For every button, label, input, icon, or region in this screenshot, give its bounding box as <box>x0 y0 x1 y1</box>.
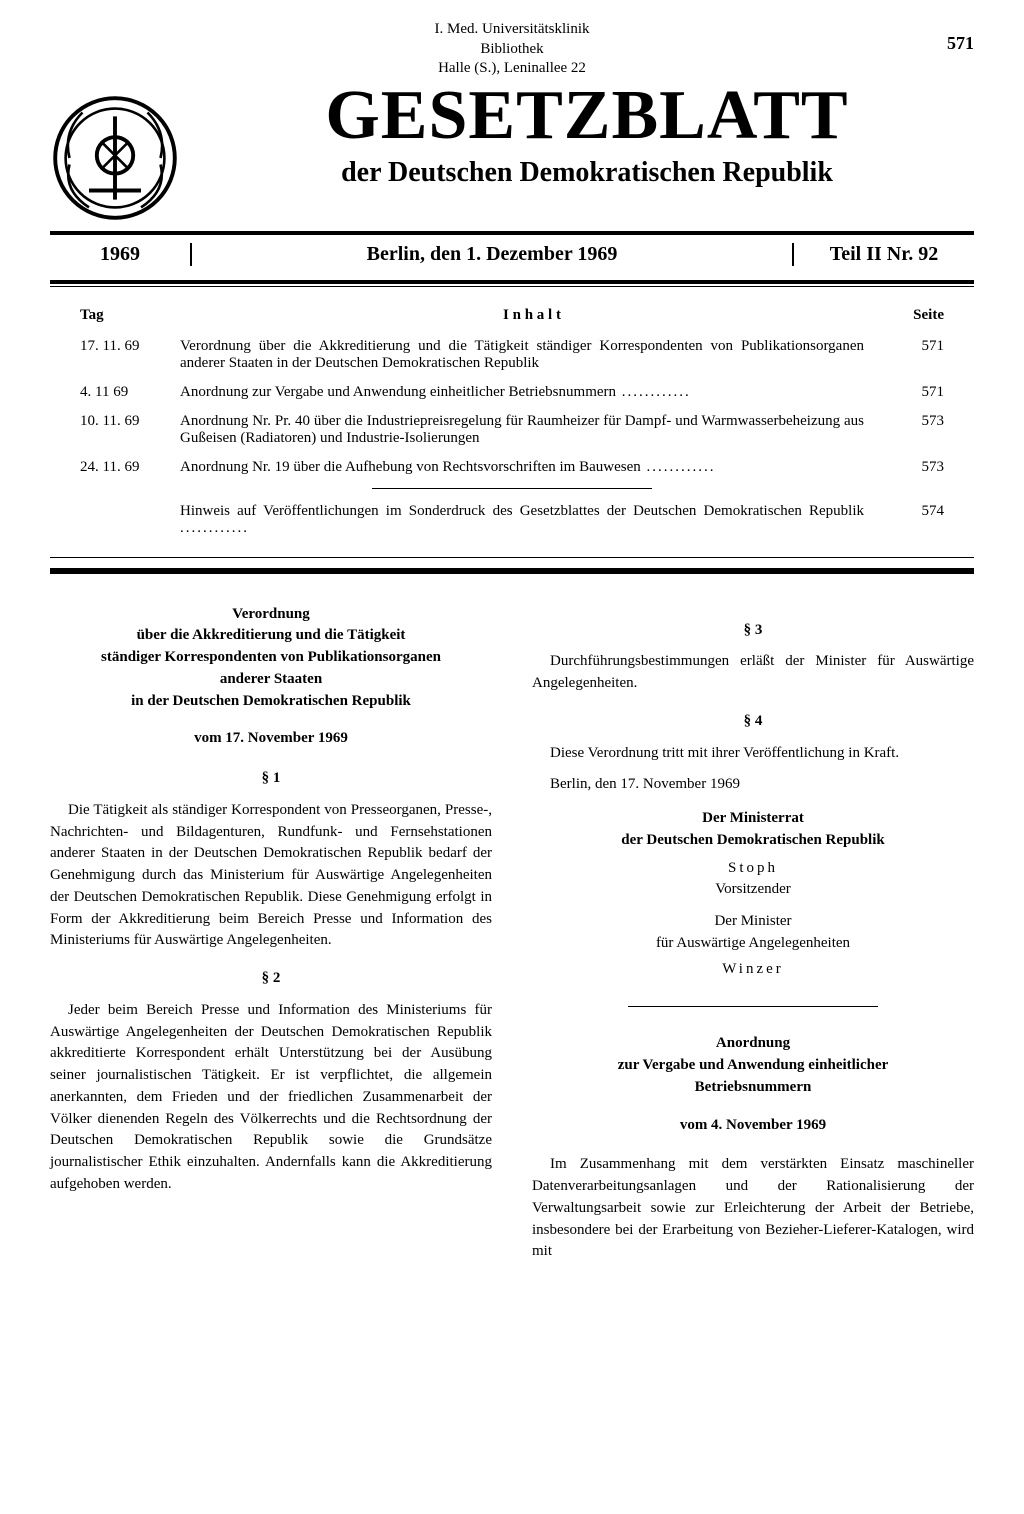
heading-line: Verordnung <box>50 604 492 626</box>
toc-page: 573 <box>884 459 944 476</box>
table-of-contents: Tag I n h a l t Seite 17. 11. 69 Verordn… <box>50 289 974 555</box>
info-place-date: Berlin, den 1. Dezember 1969 <box>192 243 794 266</box>
divider <box>50 557 974 558</box>
sig-name: Stoph <box>532 858 974 880</box>
heading-line: ständiger Korrespondenten von Publikatio… <box>50 647 492 669</box>
toc-date: 17. 11. 69 <box>80 338 180 355</box>
thick-divider <box>50 568 974 574</box>
sig-body: für Auswärtige Angelegenheiten <box>532 933 974 955</box>
paragraph: Diese Verordnung tritt mit ihrer Veröffe… <box>532 743 974 765</box>
toc-text: Anordnung Nr. Pr. 40 über die Industriep… <box>180 413 884 447</box>
paragraph: Im Zusammenhang mit dem verstärkten Eins… <box>532 1154 974 1263</box>
toc-header-row: Tag I n h a l t Seite <box>80 307 944 324</box>
left-column: Verordnung über die Akkreditierung und d… <box>50 604 492 1274</box>
toc-page: 573 <box>884 413 944 430</box>
masthead: 571 GESETZBLATT der Deutschen Demokratis… <box>50 83 974 223</box>
toc-row: 17. 11. 69 Verordnung über die Akkrediti… <box>80 338 944 372</box>
signature-block: Der Ministerrat der Deutschen Demokratis… <box>532 808 974 980</box>
ordinance-heading-2: Anordnung zur Vergabe und Anwendung einh… <box>532 1033 974 1098</box>
heading-line: anderer Staaten <box>50 669 492 691</box>
ordinance-heading: Verordnung über die Akkreditierung und d… <box>50 604 492 713</box>
section-3: § 3 <box>532 620 974 642</box>
info-bar: 1969 Berlin, den 1. Dezember 1969 Teil I… <box>50 235 974 274</box>
body-columns: Verordnung über die Akkreditierung und d… <box>50 604 974 1274</box>
divider <box>50 280 974 284</box>
toc-text: Anordnung Nr. 19 über die Aufhebung von … <box>180 459 884 476</box>
toc-date: 4. 11 69 <box>80 384 180 401</box>
toc-page: 571 <box>884 338 944 355</box>
toc-note-text: Hinweis auf Veröffentlichungen im Sonder… <box>180 503 884 537</box>
toc-head-content: I n h a l t <box>180 307 884 324</box>
title-block: 571 GESETZBLATT der Deutschen Demokratis… <box>200 83 974 190</box>
stamp-line-3: Halle (S.), Leninallee 22 <box>50 59 974 79</box>
paragraph: Durchführungsbestimmungen erläßt der Min… <box>532 651 974 695</box>
subtitle: der Deutschen Demokratischen Republik <box>200 157 974 189</box>
toc-date: 24. 11. 69 <box>80 459 180 476</box>
paragraph: Jeder beim Bereich Presse und Informatio… <box>50 1000 492 1196</box>
toc-row: 24. 11. 69 Anordnung Nr. 19 über die Auf… <box>80 459 944 476</box>
document-page: I. Med. Universitätsklinik Bibliothek Ha… <box>0 0 1024 1313</box>
section-1: § 1 <box>50 768 492 790</box>
stamp-line-2: Bibliothek <box>50 40 974 60</box>
paragraph: Die Tätigkeit als ständiger Korresponden… <box>50 800 492 952</box>
info-year: 1969 <box>50 243 192 266</box>
toc-page: 571 <box>884 384 944 401</box>
heading-line: zur Vergabe und Anwendung einheitlicher <box>532 1055 974 1077</box>
sig-body: Der Ministerrat <box>532 808 974 830</box>
toc-separator <box>372 488 652 489</box>
sig-name: Winzer <box>532 959 974 981</box>
ordinance-date-2: vom 4. November 1969 <box>532 1115 974 1137</box>
toc-row: 10. 11. 69 Anordnung Nr. Pr. 40 über die… <box>80 413 944 447</box>
toc-row: 4. 11 69 Anordnung zur Vergabe und Anwen… <box>80 384 944 401</box>
stamp-line-1: I. Med. Universitätsklinik <box>50 20 974 40</box>
right-column: § 3 Durchführungsbestimmungen erläßt der… <box>532 604 974 1274</box>
page-number: 571 <box>947 33 974 54</box>
library-stamp: I. Med. Universitätsklinik Bibliothek Ha… <box>50 20 974 79</box>
toc-date: 10. 11. 69 <box>80 413 180 430</box>
sig-body: Der Minister <box>532 911 974 933</box>
signature-place-date: Berlin, den 17. November 1969 <box>532 774 974 796</box>
main-title: GESETZBLATT <box>200 83 974 150</box>
column-separator <box>628 1006 878 1007</box>
toc-note-row: Hinweis auf Veröffentlichungen im Sonder… <box>80 503 944 537</box>
heading-line: in der Deutschen Demokratischen Republik <box>50 691 492 713</box>
sig-role: Vorsitzender <box>532 879 974 901</box>
heading-line: Betriebsnummern <box>532 1077 974 1099</box>
heading-line: über die Akkreditierung und die Tätigkei… <box>50 625 492 647</box>
info-issue: Teil II Nr. 92 <box>794 243 974 266</box>
toc-head-day: Tag <box>80 307 180 324</box>
toc-head-page: Seite <box>884 307 944 324</box>
section-2: § 2 <box>50 968 492 990</box>
toc-note-page: 574 <box>884 503 944 520</box>
state-emblem-icon <box>50 93 180 223</box>
heading-line: Anordnung <box>532 1033 974 1055</box>
toc-text: Anordnung zur Vergabe und Anwendung einh… <box>180 384 884 401</box>
ordinance-date: vom 17. November 1969 <box>50 728 492 750</box>
section-4: § 4 <box>532 711 974 733</box>
toc-text: Verordnung über die Akkreditierung und d… <box>180 338 884 372</box>
divider <box>50 286 974 287</box>
sig-body: der Deutschen Demokratischen Republik <box>532 830 974 852</box>
